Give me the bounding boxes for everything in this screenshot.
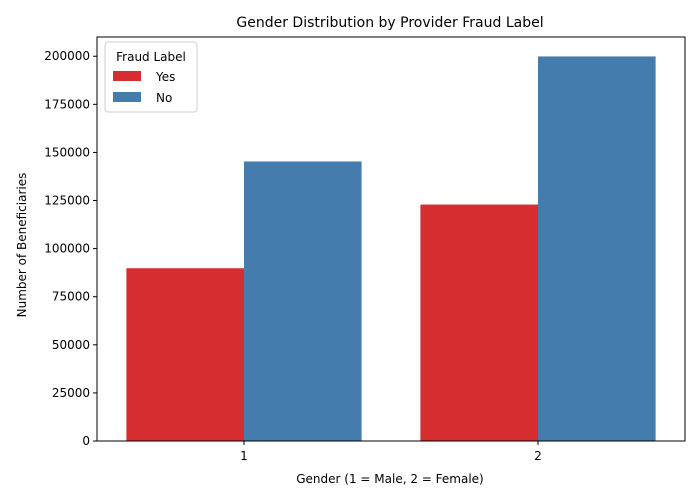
y-tick-label: 25000 <box>52 386 90 400</box>
y-tick-label: 50000 <box>52 338 90 352</box>
bar-yes-gender-1 <box>126 268 244 441</box>
y-tick-label: 100000 <box>44 242 90 256</box>
y-tick-label: 150000 <box>44 145 90 159</box>
bar-no-gender-2 <box>538 56 656 441</box>
axes-layer: 0 25000 50000 75000 100000 125000 150000 175000… <box>44 36 686 463</box>
legend-label-no: No <box>156 91 172 105</box>
bar-yes-gender-2 <box>420 204 538 441</box>
chart-title: Gender Distribution by Provider Fraud La… <box>236 15 543 31</box>
y-tick-label: 175000 <box>44 97 90 111</box>
bar-no-gender-1 <box>244 161 362 442</box>
y-tick-label: 125000 <box>44 194 90 208</box>
y-tick-label: 0 <box>82 434 90 448</box>
plot-frame <box>96 36 686 442</box>
bars-layer <box>126 56 656 442</box>
legend-swatch-yes <box>113 71 141 81</box>
legend-label-yes: Yes <box>155 70 175 84</box>
y-tick-label: 200000 <box>44 49 90 63</box>
legend: Fraud Label Yes No <box>104 41 198 113</box>
legend-swatch-no <box>113 92 141 102</box>
x-tick-label: 1 <box>240 449 248 463</box>
x-tick-label: 2 <box>534 449 542 463</box>
legend-title: Fraud Label <box>116 50 186 64</box>
y-axis-label: Number of Beneficiaries <box>15 173 29 318</box>
x-axis-label: Gender (1 = Male, 2 = Female) <box>296 472 483 486</box>
y-tick-label: 75000 <box>52 290 90 304</box>
